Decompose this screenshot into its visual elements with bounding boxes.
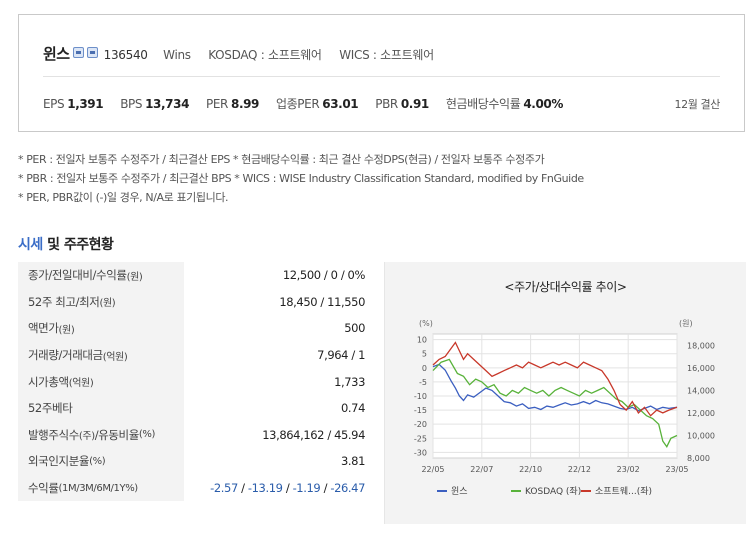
left-tick-label: -5 (419, 378, 427, 387)
legend-label: 윈스 (451, 486, 468, 497)
settlement-month: 12월 결산 (674, 97, 721, 111)
right-tick-label: 8,000 (687, 454, 710, 463)
company-summary-card: 윈스 136540 Wins KOSDAQ : 소프트웨어 WICS : 소프트… (18, 14, 745, 132)
left-tick-label: 5 (422, 350, 427, 359)
indicator-bps: BPS 13,734 (120, 96, 190, 111)
company-header: 윈스 136540 Wins KOSDAQ : 소프트웨어 WICS : 소프트… (43, 37, 720, 77)
chart-title: <주가/상대수익률 추이> (504, 280, 627, 294)
indicator-industry-per: 업종PER 63.01 (276, 97, 359, 111)
legend-label: 소프트웨...(좌) (595, 485, 652, 497)
market-data-table: 종가/전일대비/수익률 (원) 12,500 / 0 / 0% 52주 최고/최저… (18, 262, 383, 524)
returns-values: -2.57 / -13.19 / -1.19 / -26.47 (210, 481, 365, 496)
table-row: 52주 최고/최저 (원) 18,450 / 11,550 (18, 288, 383, 316)
indicator-row: EPS 1,391 BPS 13,734 PER 8.99 업종PER 63.01 PB… (43, 95, 720, 112)
left-tick-label: -30 (414, 448, 427, 457)
left-tick-label: 10 (417, 336, 427, 345)
table-row: 액면가 (원) 500 (18, 315, 383, 342)
indicator-dividend-yield: 현금배당수익률 4.00% (445, 97, 564, 111)
table-row: 발행주식수 (주)/유동비율 (%) 13,864,162 / 45.94 (18, 421, 383, 449)
right-tick-label: 10,000 (687, 431, 715, 440)
left-tick-label: 0 (422, 364, 427, 373)
price-chart-panel: <주가/상대수익률 추이> 10 5 0 -5 -10 -15 -20 -25 -30 18,00… (384, 262, 746, 524)
table-row: 외국인지분율 (%) 3.81 (18, 448, 383, 475)
footnotes: * PER : 전일자 보통주 수정주가 / 최근결산 EPS * 현금배당수익… (18, 150, 584, 207)
wics-sector: WICS : 소프트웨어 (339, 48, 434, 62)
series-line-2 (432, 358, 678, 448)
right-unit-label: (원) (679, 319, 693, 328)
indicator-pbr: PBR 0.91 (375, 96, 429, 111)
left-tick-label: -10 (414, 392, 427, 401)
footnote-pbr: * PBR : 전일자 보통주 수정주가 / 최근결산 BPS * WICS :… (18, 172, 584, 185)
price-chart: 10 5 0 -5 -10 -15 -20 -25 -30 18,000 16,000 14,000 1… (414, 319, 715, 497)
table-row: 시가총액 (억원) 1,733 (18, 368, 383, 395)
right-tick-label: 18,000 (687, 341, 715, 350)
table-row: 52주베타 0.74 (18, 394, 383, 422)
series-line-3 (432, 341, 678, 417)
x-tick-label: 22/10 (519, 465, 542, 474)
legend-label: KOSDAQ (좌) (525, 486, 581, 497)
footnote-per: * PER : 전일자 보통주 수정주가 / 최근결산 EPS * 현금배당수익… (18, 153, 545, 166)
indicator-per: PER 8.99 (206, 96, 260, 111)
left-unit-label: (%) (419, 319, 433, 328)
right-tick-label: 16,000 (687, 364, 715, 373)
left-tick-label: -15 (414, 406, 427, 415)
footnote-negative: * PER, PBR값이 (-)일 경우, N/A로 표기됩니다. (18, 191, 229, 204)
x-tick-label: 22/05 (421, 465, 444, 474)
table-row: 수익률 (1M/3M/6M/1Y%) -2.57 / -13.19 / -1.19… (18, 474, 383, 502)
table-row: 종가/전일대비/수익률 (원) 12,500 / 0 / 0% (18, 262, 383, 289)
company-name: 윈스 (43, 45, 70, 63)
x-tick-label: 22/07 (470, 465, 493, 474)
stock-code: 136540 (103, 48, 148, 62)
x-tick-label: 22/12 (568, 465, 591, 474)
indicator-eps: EPS 1,391 (43, 96, 104, 111)
section-title: 시세 및 주주현황 (18, 237, 114, 253)
x-tick-label: 23/02 (617, 465, 640, 474)
building-icon[interactable] (86, 47, 98, 58)
right-tick-label: 12,000 (687, 409, 715, 418)
x-tick-label: 23/05 (665, 465, 688, 474)
left-tick-label: -25 (414, 434, 427, 443)
series-line-1 (432, 363, 678, 412)
company-meta: 136540 Wins KOSDAQ : 소프트웨어 WICS : 소프트웨어 (104, 46, 448, 63)
left-tick-label: -20 (414, 420, 427, 429)
market-sector: KOSDAQ : 소프트웨어 (208, 48, 322, 62)
report-icon[interactable] (72, 47, 84, 58)
table-row: 거래량/거래대금 (억원) 7,964 / 1 (18, 341, 383, 369)
right-tick-label: 14,000 (687, 386, 715, 395)
english-name: Wins (163, 48, 191, 62)
